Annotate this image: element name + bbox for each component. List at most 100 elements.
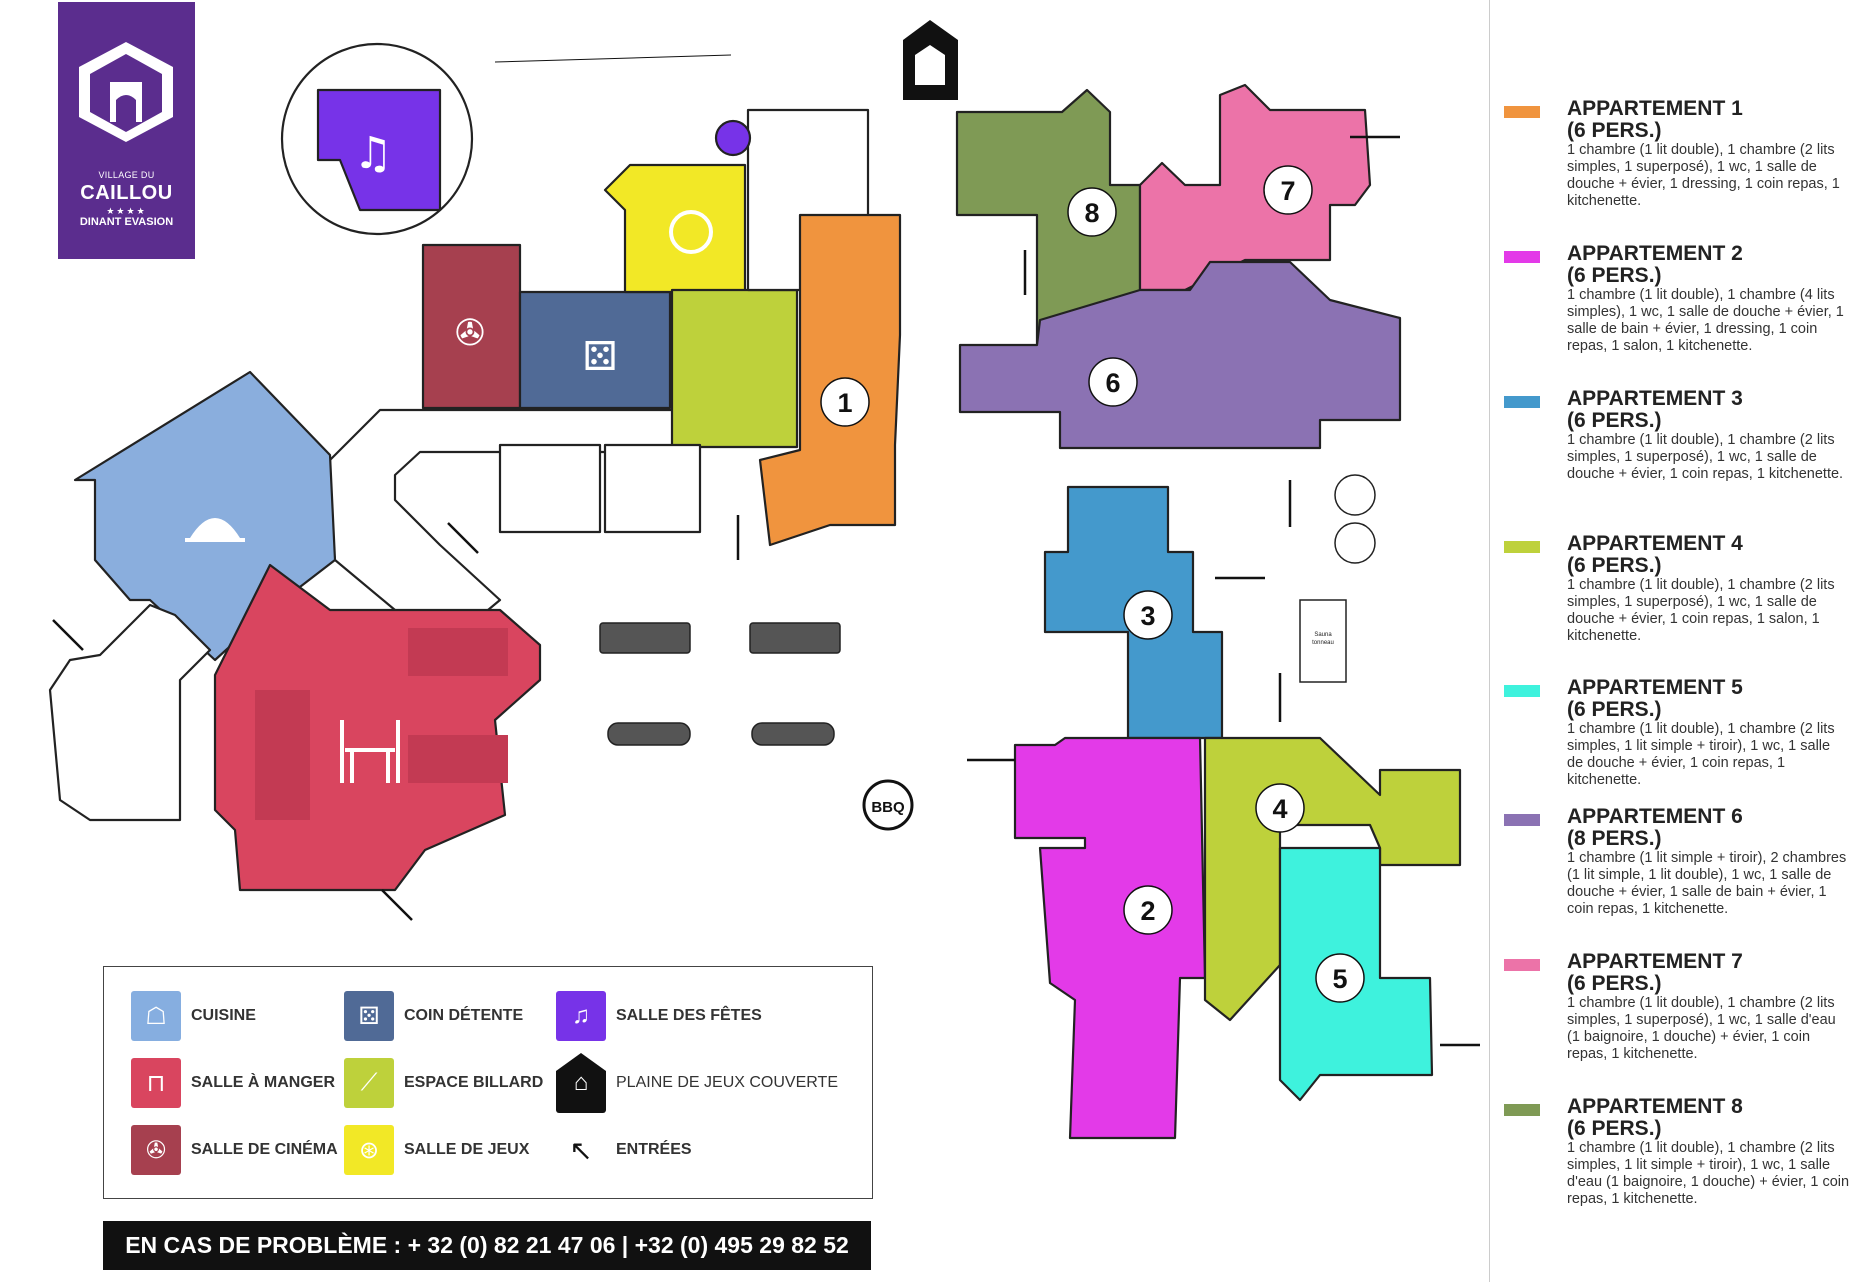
apartment-4-number: 4 xyxy=(1272,794,1287,824)
apartment-8-number: 8 xyxy=(1084,198,1099,228)
apartment-name: APPARTEMENT 1 xyxy=(1567,97,1743,120)
apartment-name: APPARTEMENT 6 xyxy=(1567,805,1743,828)
legend-label: ESPACE BILLARD xyxy=(404,1074,544,1091)
apartment-6-number: 6 xyxy=(1105,368,1120,398)
sauna-icon: Sauna tonneau xyxy=(1299,599,1347,683)
castle-logo-icon xyxy=(79,42,173,142)
bbq-label: BBQ xyxy=(871,799,905,816)
bbq-icon: BBQ xyxy=(862,779,914,831)
apartment-8-marker[interactable]: 8 xyxy=(1067,187,1117,237)
floor-plan-map: BBQ Sauna tonneau ♫ ⚄ ✇ xyxy=(48,20,1480,1140)
logo-line-2: CAILLOU xyxy=(80,182,173,204)
legend-label: COIN DÉTENTE xyxy=(404,1007,524,1024)
apartment-name: APPARTEMENT 5 xyxy=(1567,676,1743,699)
apartment-description: 1 chambre (1 lit double), 1 chambre (2 l… xyxy=(1567,432,1844,482)
arrow-icon: ↖ xyxy=(556,1125,606,1175)
entrance-arrows xyxy=(52,54,1480,1047)
apartment-capacity: (6 PERS.) xyxy=(1567,264,1662,287)
logo-line-1: VILLAGE DU xyxy=(98,170,155,180)
apartment-description: 1 chambre (1 lit double), 1 chambre (2 l… xyxy=(1567,142,1840,209)
apartment-description: 1 chambre (1 lit double), 1 chambre (2 l… xyxy=(1567,721,1835,788)
apartment-capacity: (6 PERS.) xyxy=(1567,972,1662,995)
apartment-capacity: (6 PERS.) xyxy=(1567,1117,1662,1140)
espace-billard-room[interactable] xyxy=(670,288,799,449)
appartement-6-zone[interactable] xyxy=(958,260,1402,450)
legend-label: SALLE DE JEUX xyxy=(404,1141,530,1158)
film-camera-icon: ✇ xyxy=(455,313,485,354)
apartment-color-swatch xyxy=(1504,814,1540,826)
appartement-7-zone[interactable] xyxy=(1138,83,1372,292)
legend-cuisine: ☖ CUISINE xyxy=(131,991,256,1041)
legend-plaine-de-jeux: ⌂ PLAINE DE JEUX COUVERTE xyxy=(556,1053,838,1113)
outdoor-tables xyxy=(599,622,841,746)
legend-salle-des-fetes: ♫ SALLE DES FÊTES xyxy=(556,991,762,1041)
apartment-color-swatch xyxy=(1504,541,1540,553)
appartement-2-zone[interactable] xyxy=(1013,736,1207,1140)
apartment-5-number: 5 xyxy=(1332,964,1347,994)
apartment-description: 1 chambre (1 lit double), 1 chambre (2 l… xyxy=(1567,995,1836,1062)
dice-icon: ⚄ xyxy=(583,334,618,380)
music-notes-icon: ♫ xyxy=(556,991,606,1041)
apartment-name: APPARTEMENT 3 xyxy=(1567,387,1743,410)
apartment-color-swatch xyxy=(1504,959,1540,971)
coin-detente-room[interactable] xyxy=(518,290,672,410)
legend-salle-a-manger: ⊓ SALLE À MANGER xyxy=(131,1058,335,1108)
roulette-icon: ⊛ xyxy=(344,1125,394,1175)
apartment-name: APPARTEMENT 4 xyxy=(1567,532,1743,555)
apartment-4-marker[interactable]: 4 xyxy=(1255,783,1305,833)
logo-stars: ★★★★ xyxy=(106,206,147,216)
apartment-3-marker[interactable]: 3 xyxy=(1123,590,1173,640)
apartment-6-marker[interactable]: 6 xyxy=(1088,357,1138,407)
apartment-capacity: (8 PERS.) xyxy=(1567,827,1662,850)
playground-icon xyxy=(903,20,958,100)
logo-line-3: DINANT EVASION xyxy=(79,216,174,228)
kitchen-cloche-icon xyxy=(185,518,245,542)
apartment-1-marker[interactable]: 1 xyxy=(820,377,870,427)
legend-label: PLAINE DE JEUX COUVERTE xyxy=(616,1074,838,1091)
roulette-icon xyxy=(669,210,713,254)
playground-icon: ⌂ xyxy=(556,1053,606,1113)
apartment-1-number: 1 xyxy=(837,388,852,418)
dining-table-icon: ⊓ xyxy=(131,1058,181,1108)
legend-salle-de-jeux: ⊛ SALLE DE JEUX xyxy=(344,1125,529,1175)
billiard-icon: ⟋ xyxy=(344,1058,394,1108)
legend-coin-detente: ⚄ COIN DÉTENTE xyxy=(344,991,523,1041)
legend-label: CUISINE xyxy=(191,1007,256,1024)
emergency-phone-banner: EN CAS DE PROBLÈME : + 32 (0) 82 21 47 0… xyxy=(103,1221,871,1270)
apartment-capacity: (6 PERS.) xyxy=(1567,119,1662,142)
apartment-5-marker[interactable]: 5 xyxy=(1315,953,1365,1003)
apartment-color-swatch xyxy=(1504,106,1540,118)
apartment-2-marker[interactable]: 2 xyxy=(1123,885,1173,935)
village-du-caillou-logo: VILLAGE DU CAILLOU ★★★★ DINANT EVASION xyxy=(58,2,195,259)
svg-text:Sauna: Sauna xyxy=(1314,632,1332,638)
legend-label: SALLE À MANGER xyxy=(191,1074,335,1091)
apartment-name: APPARTEMENT 2 xyxy=(1567,242,1743,265)
legend-label: SALLE DES FÊTES xyxy=(616,1007,762,1024)
apartment-description: 1 chambre (1 lit double), 1 chambre (2 l… xyxy=(1567,577,1835,644)
apartment-name: APPARTEMENT 7 xyxy=(1567,950,1743,973)
legend-salle-de-cinema: ✇ SALLE DE CINÉMA xyxy=(131,1125,338,1175)
apartment-color-swatch xyxy=(1504,685,1540,697)
apartments-sidebar: APPARTEMENT 1 (6 PERS.) 1 chambre (1 lit… xyxy=(1489,0,1849,1282)
bain-nordique-icons xyxy=(1334,474,1376,564)
salle-de-jeux-room[interactable] xyxy=(603,163,747,294)
legend-espace-billard: ⟋ ESPACE BILLARD xyxy=(344,1058,543,1108)
apartment-color-swatch xyxy=(1504,251,1540,263)
apartment-color-swatch xyxy=(1504,396,1540,408)
apartment-description: 1 chambre (1 lit double), 1 chambre (2 l… xyxy=(1567,1140,1849,1207)
apartment-3-number: 3 xyxy=(1140,601,1155,631)
legend-entrees: ↖ ENTRÉES xyxy=(556,1125,692,1175)
music-notes-icon: ♫ xyxy=(353,128,392,179)
apartment-7-marker[interactable]: 7 xyxy=(1263,165,1313,215)
apartment-2-number: 2 xyxy=(1140,896,1155,926)
appartement-1-zone[interactable] xyxy=(758,213,902,547)
reception-block xyxy=(48,603,212,822)
cloche-icon: ☖ xyxy=(131,991,181,1041)
apartment-name: APPARTEMENT 8 xyxy=(1567,1095,1743,1118)
apartment-7-number: 7 xyxy=(1280,176,1295,206)
wc-block xyxy=(498,443,602,534)
apartment-description: 1 chambre (1 lit double), 1 chambre (4 l… xyxy=(1567,287,1844,354)
legend-label: ENTRÉES xyxy=(616,1141,692,1158)
apartment-capacity: (6 PERS.) xyxy=(1567,698,1662,721)
film-camera-icon: ✇ xyxy=(131,1125,181,1175)
